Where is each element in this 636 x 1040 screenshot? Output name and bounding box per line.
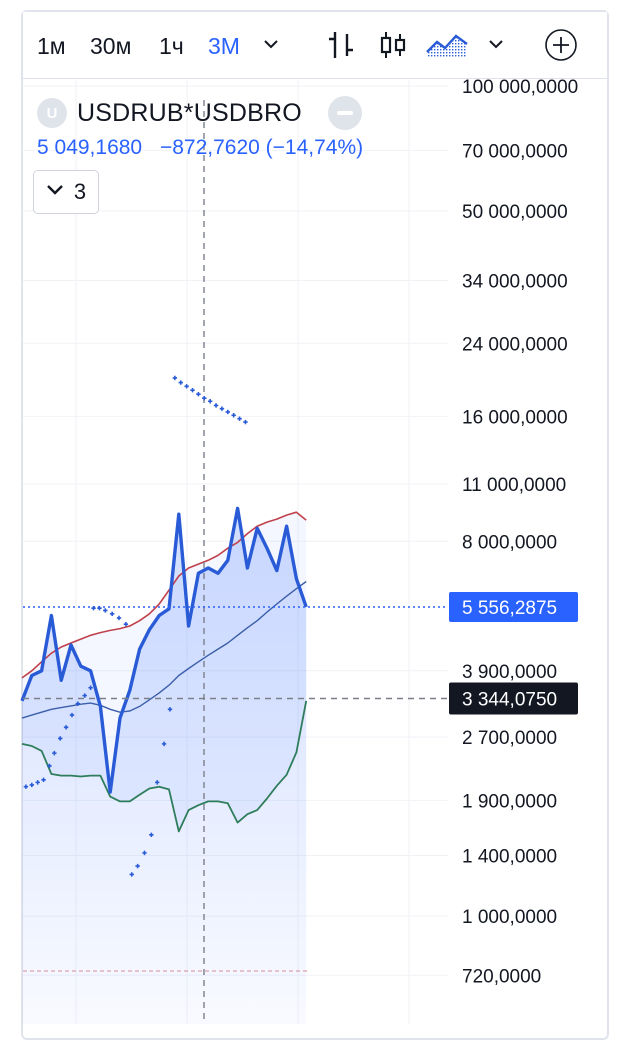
- price-summary: 5 049,1680 −872,7620 (−14,74%): [37, 136, 375, 160]
- candles-style-icon[interactable]: [378, 30, 408, 65]
- sar-point: [167, 707, 173, 712]
- crosshair-price-tag-label: 3 344,0750: [462, 690, 557, 711]
- price-tags: 5 556,2875 3 344,0750: [449, 592, 578, 715]
- y-tick-label: 1 000,0000: [462, 907, 557, 928]
- bands-fill: [22, 512, 307, 832]
- add-indicator-icon[interactable]: [544, 28, 578, 67]
- sar-point: [142, 850, 147, 856]
- last-price-tag: [449, 592, 578, 622]
- y-tick-label: 8 000,0000: [462, 532, 557, 553]
- sar-point: [231, 413, 236, 418]
- sar-point: [123, 622, 129, 627]
- sar-point: [52, 750, 57, 756]
- sar-point: [109, 611, 115, 617]
- sar-point: [58, 736, 63, 741]
- chevron-down-icon[interactable]: [263, 36, 279, 57]
- sar-point: [155, 780, 160, 785]
- symbol-logo: U: [37, 98, 67, 128]
- sar-point: [63, 725, 69, 730]
- sar-point: [75, 701, 81, 706]
- sar-point: [219, 406, 225, 411]
- interval-3M[interactable]: 3М: [208, 33, 240, 59]
- last-price: 5 049,1680: [37, 136, 143, 159]
- series-layer: [20, 100, 448, 1024]
- sar-point: [172, 375, 178, 381]
- area-style-icon[interactable]: [425, 28, 469, 67]
- y-tick-label: 100 000,0000: [462, 77, 578, 98]
- chart-toolbar: 1м 30м 1ч 3М: [23, 12, 607, 79]
- interval-30m[interactable]: 30м: [90, 33, 132, 59]
- sar-point: [23, 784, 29, 789]
- interval-1h[interactable]: 1ч: [159, 33, 184, 59]
- bars-style-icon[interactable]: [326, 30, 356, 65]
- crosshair-price-tag: [449, 682, 578, 715]
- sar-point: [91, 605, 96, 611]
- sar-point: [88, 685, 93, 690]
- y-tick-label: 24 000,0000: [462, 334, 568, 355]
- sar-point: [190, 388, 195, 393]
- y-tick-label: 720,0000: [462, 966, 541, 987]
- sar-point: [207, 399, 213, 404]
- sar-point: [116, 615, 122, 621]
- price-change: −872,7620 (−14,74%): [159, 136, 364, 159]
- upper-band-line: [21, 511, 307, 679]
- sar-point: [135, 863, 140, 869]
- sar-point: [184, 384, 189, 389]
- sar-point: [97, 605, 102, 611]
- minus-icon: [336, 111, 353, 115]
- y-tick-label: 1 900,0000: [462, 791, 557, 812]
- sar-point: [225, 409, 230, 415]
- y-tick-label: 70 000,0000: [462, 141, 568, 162]
- sar-point: [161, 741, 167, 747]
- chevron-down-icon[interactable]: [488, 36, 504, 57]
- sar-point: [29, 782, 34, 788]
- sar-point: [47, 763, 52, 769]
- sar-point: [69, 712, 75, 718]
- indicators-collapse-button[interactable]: 3: [33, 170, 99, 214]
- lower-band-line: [21, 700, 308, 833]
- y-tick-label: 2 700,0000: [462, 728, 557, 749]
- y-tick-label: 3 900,0000: [462, 662, 557, 683]
- y-tick-label: 34 000,0000: [462, 272, 568, 293]
- sar-point: [103, 608, 108, 613]
- indicator-count: 3: [73, 179, 87, 204]
- sar-point: [243, 419, 248, 425]
- sar-point: [41, 777, 46, 783]
- basis-line: [21, 580, 307, 719]
- parabolic-sar: [23, 375, 248, 877]
- price-line: [20, 506, 308, 794]
- sar-point: [202, 395, 207, 401]
- price-axis: 100 000,0000 70 000,0000 50 000,0000 34 000…: [462, 77, 578, 987]
- chevron-down-icon: [46, 183, 64, 202]
- symbol-legend: U USDRUB*USDBRO: [37, 96, 362, 130]
- y-tick-label: 50 000,0000: [462, 202, 568, 223]
- y-tick-label: 1 400,0000: [462, 846, 557, 867]
- symbol-name[interactable]: USDRUB*USDBRO: [77, 98, 302, 127]
- y-tick-label: 16 000,0000: [462, 407, 568, 428]
- sar-point: [213, 403, 219, 408]
- y-tick-label: 11 000,0000: [462, 475, 566, 496]
- sar-point: [237, 416, 242, 421]
- last-price-tag-label: 5 556,2875: [462, 598, 557, 619]
- hide-legend-button[interactable]: [327, 96, 362, 130]
- interval-1m[interactable]: 1м: [37, 33, 66, 59]
- sar-point: [82, 693, 87, 698]
- sar-point: [129, 872, 134, 877]
- sar-point: [149, 832, 154, 837]
- sar-point: [196, 391, 201, 397]
- sar-point: [178, 380, 183, 385]
- grid: [23, 80, 448, 1024]
- sar-point: [35, 780, 40, 785]
